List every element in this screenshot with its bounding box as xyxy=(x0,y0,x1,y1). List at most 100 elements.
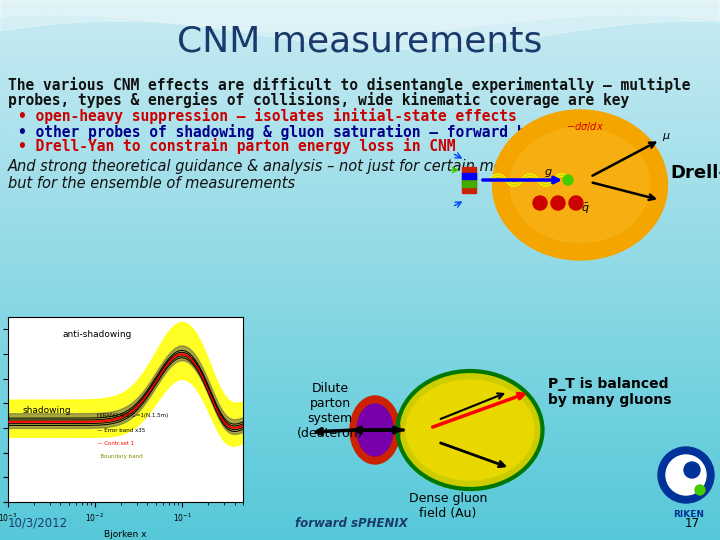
Bar xyxy=(0,392,720,393)
Circle shape xyxy=(551,196,565,210)
Bar xyxy=(0,391,720,392)
Bar xyxy=(0,460,720,461)
Text: P_T is balanced
by many gluons: P_T is balanced by many gluons xyxy=(548,377,672,407)
Bar xyxy=(0,211,720,212)
Bar xyxy=(0,517,720,518)
Bar xyxy=(0,475,720,476)
Bar xyxy=(0,408,720,409)
Text: — Contr.set 1: — Contr.set 1 xyxy=(97,441,135,446)
Bar xyxy=(0,336,720,337)
Bar xyxy=(0,245,720,246)
Bar xyxy=(0,282,720,283)
Bar xyxy=(0,311,720,312)
Bar xyxy=(0,474,720,475)
Bar xyxy=(0,85,720,86)
Bar xyxy=(0,473,720,474)
Bar xyxy=(0,238,720,239)
Bar xyxy=(0,177,720,178)
Bar xyxy=(0,5,720,6)
Bar xyxy=(0,247,720,248)
Bar xyxy=(0,108,720,109)
Bar xyxy=(0,284,720,285)
Bar xyxy=(0,324,720,325)
Bar xyxy=(0,199,720,200)
Bar xyxy=(0,487,720,488)
Bar xyxy=(0,207,720,208)
Bar xyxy=(0,500,720,501)
Bar xyxy=(0,195,720,196)
Bar xyxy=(0,332,720,333)
Bar xyxy=(0,397,720,398)
Bar xyxy=(0,14,720,15)
Bar xyxy=(0,204,720,205)
Bar xyxy=(0,3,720,4)
Bar xyxy=(0,194,720,195)
Ellipse shape xyxy=(510,127,650,242)
Bar xyxy=(0,42,720,43)
Bar xyxy=(0,486,720,487)
Bar xyxy=(0,89,720,90)
Bar xyxy=(0,470,720,471)
Bar xyxy=(0,393,720,394)
Bar xyxy=(0,456,720,457)
Bar xyxy=(0,86,720,87)
Bar xyxy=(0,511,720,512)
Bar xyxy=(0,88,720,89)
Bar xyxy=(0,232,720,233)
Text: but for the ensemble of measurements: but for the ensemble of measurements xyxy=(8,176,295,191)
Bar xyxy=(0,159,720,160)
Bar xyxy=(0,381,720,382)
Bar xyxy=(0,286,720,287)
Bar xyxy=(0,429,720,430)
Bar xyxy=(0,21,720,22)
Bar xyxy=(0,201,720,202)
Bar xyxy=(0,430,720,431)
Bar xyxy=(0,347,720,348)
Bar xyxy=(0,152,720,153)
Bar xyxy=(0,172,720,173)
Bar xyxy=(0,339,720,340)
Text: Dense gluon
field (Au): Dense gluon field (Au) xyxy=(409,492,487,520)
Bar xyxy=(0,271,720,272)
Bar xyxy=(0,423,720,424)
Bar xyxy=(0,488,720,489)
Bar xyxy=(0,485,720,486)
Bar xyxy=(0,63,720,64)
Bar xyxy=(0,498,720,499)
Bar xyxy=(0,167,720,168)
Bar xyxy=(0,17,720,18)
Bar xyxy=(0,420,720,421)
Bar xyxy=(0,100,720,101)
Bar xyxy=(0,76,720,77)
Bar xyxy=(0,436,720,437)
Bar xyxy=(0,518,720,519)
Bar xyxy=(0,235,720,236)
Ellipse shape xyxy=(350,396,400,464)
Bar xyxy=(0,270,720,271)
Bar xyxy=(0,107,720,108)
Bar xyxy=(0,210,720,211)
Bar xyxy=(0,328,720,329)
Bar xyxy=(0,53,720,54)
Bar xyxy=(0,56,720,57)
Bar xyxy=(0,254,720,255)
Bar xyxy=(0,514,720,515)
Bar xyxy=(0,432,720,433)
Bar xyxy=(0,184,720,185)
Bar xyxy=(0,233,720,234)
Bar xyxy=(0,46,720,47)
Bar xyxy=(462,179,476,187)
Bar xyxy=(0,102,720,103)
Bar xyxy=(0,302,720,303)
Bar xyxy=(0,472,720,473)
Bar xyxy=(0,134,720,135)
Bar xyxy=(0,515,720,516)
Bar xyxy=(462,167,476,193)
Bar xyxy=(0,262,720,263)
Bar xyxy=(0,520,720,521)
Text: 17: 17 xyxy=(685,517,700,530)
Bar xyxy=(0,138,720,139)
Bar xyxy=(0,144,720,145)
Bar xyxy=(0,191,720,192)
Bar xyxy=(0,249,720,250)
